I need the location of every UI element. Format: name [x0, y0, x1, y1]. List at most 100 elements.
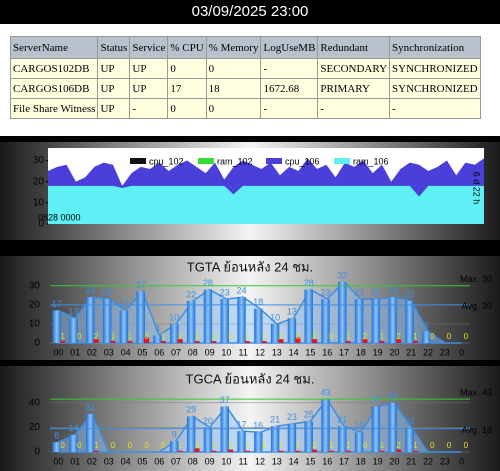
table-cell: SYNCHRONIZED	[389, 58, 481, 79]
x-tick-label: 23	[440, 347, 450, 357]
bar	[412, 450, 418, 452]
bar	[405, 427, 414, 452]
value-label: 0	[144, 441, 149, 450]
value-label: 13	[69, 307, 79, 317]
x-tick-label: 22	[423, 456, 433, 466]
bar	[86, 413, 95, 452]
bar	[338, 281, 347, 343]
value-label: 17	[52, 299, 62, 309]
value-label: 10	[169, 312, 179, 322]
legend-swatch	[130, 158, 146, 164]
reference-label: Avg. 19	[462, 425, 492, 435]
table-cell: UP	[97, 58, 131, 79]
value-label: 1	[245, 332, 250, 341]
value-label: 0	[329, 332, 334, 341]
value-label: 0	[161, 441, 166, 450]
x-tick-label: 03	[104, 456, 114, 466]
value-label: 1	[195, 332, 200, 341]
value-label: 1	[329, 441, 334, 450]
bar	[345, 341, 351, 343]
bar	[69, 318, 78, 343]
x-tick-label: 09	[205, 456, 215, 466]
value-label: 1	[212, 441, 217, 450]
bar	[354, 432, 364, 452]
value-label: 9	[172, 429, 177, 439]
bar	[321, 299, 330, 343]
bar	[412, 341, 418, 343]
x-tick-label: 02	[87, 347, 97, 357]
table-cell: 0	[167, 58, 207, 79]
value-label: 20	[203, 416, 213, 426]
value-label: 32	[337, 270, 347, 280]
bar	[186, 301, 196, 343]
bar	[228, 449, 234, 452]
legend-swatch	[334, 158, 350, 164]
value-label: 17	[237, 419, 247, 429]
reference-label: Max. 43	[460, 388, 492, 398]
value-label: 0	[60, 441, 65, 450]
table-cell: 18	[205, 78, 262, 99]
x-tick-label: 04	[121, 347, 131, 357]
column-header: LogUseMB	[260, 36, 319, 59]
bar	[338, 426, 347, 452]
table-cell: SECONDARY	[317, 58, 391, 79]
value-label: 22	[405, 289, 415, 299]
bar	[354, 299, 364, 343]
table-cell: -	[317, 98, 391, 119]
value-label: 2	[279, 332, 284, 341]
x-tick-label: 00	[53, 456, 63, 466]
value-label: 18	[253, 297, 263, 307]
x-tick-label: 08	[188, 456, 198, 466]
x-tick-label: 06	[154, 456, 164, 466]
value-label: 23	[220, 287, 230, 297]
value-label: 0	[128, 441, 133, 450]
x-tick-label: 0	[459, 456, 464, 466]
value-label: 16	[354, 421, 364, 431]
bar	[295, 450, 301, 452]
value-label: 0	[464, 332, 469, 341]
value-label: 2	[94, 332, 99, 341]
value-label: 0	[111, 441, 116, 450]
bar	[312, 449, 318, 452]
value-label: 2	[178, 332, 183, 341]
bar	[278, 339, 284, 343]
bar	[170, 323, 179, 343]
bar	[177, 339, 183, 343]
column-header: % Memory	[205, 36, 262, 59]
x-tick-label: 00	[53, 347, 63, 357]
y-tick-label: 0	[34, 338, 40, 349]
bar	[60, 341, 66, 343]
bar	[177, 450, 183, 452]
y-tick-label: 10	[33, 197, 45, 208]
bar	[278, 450, 284, 452]
x-tick-label: 19	[373, 456, 383, 466]
table-row: CARGOS102DB UP UP 0 0- SECONDARY SYNCHRONIZED	[9, 58, 481, 79]
bar	[144, 337, 150, 343]
panel	[0, 366, 500, 471]
x-tick-label: 19	[373, 347, 383, 357]
table-cell: UP	[129, 78, 169, 99]
bar	[220, 299, 229, 343]
value-label: 37	[371, 395, 381, 405]
table-cell: PRIMARY	[317, 78, 391, 99]
value-label: 24	[388, 286, 398, 296]
bar	[295, 337, 301, 343]
bar	[69, 434, 78, 452]
bar	[287, 423, 297, 452]
x-tick-label: 01	[70, 456, 80, 466]
bar	[194, 448, 200, 452]
bar	[254, 432, 263, 452]
value-label: 22	[186, 289, 196, 299]
bar	[328, 450, 334, 452]
value-label: 25	[304, 410, 314, 420]
bar	[93, 450, 99, 452]
x-tick-label: 17	[339, 347, 349, 357]
bar	[321, 399, 330, 452]
x-tick-label: 0	[459, 347, 464, 357]
x-tick-label: 07	[171, 456, 181, 466]
y-tick-label: 30	[33, 155, 45, 166]
value-label: 1	[346, 332, 351, 341]
bar	[127, 341, 133, 343]
bar	[371, 406, 381, 452]
value-label: 1	[60, 332, 65, 341]
